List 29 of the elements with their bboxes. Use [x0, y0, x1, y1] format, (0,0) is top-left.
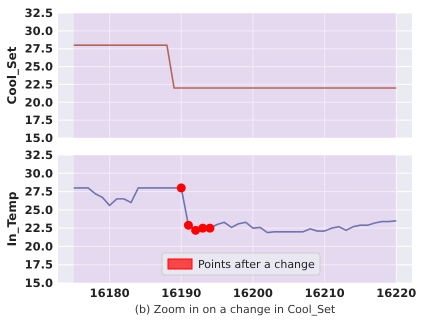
y-tick-label: 20.0 — [24, 95, 53, 110]
y-tick-label: 30.0 — [24, 24, 53, 38]
legend-label: Points after a change — [198, 258, 316, 271]
y-tick-label: 15.0 — [24, 131, 53, 146]
y-axis-title: In_Temp — [5, 191, 19, 246]
y-tick-label: 22.5 — [24, 77, 53, 92]
y-tick-label: 32.5 — [24, 148, 53, 162]
y-tick-label: 30.0 — [24, 166, 53, 180]
x-tick-label: 16200 — [232, 286, 273, 300]
y-tick-label: 20.0 — [24, 239, 53, 254]
y-tick-label: 22.5 — [24, 221, 53, 236]
y-tick-label: 27.5 — [24, 184, 53, 199]
x-tick-label: 16210 — [304, 286, 345, 300]
point — [191, 226, 200, 235]
x-tick-label: 16180 — [90, 286, 130, 300]
y-tick-label: 25.0 — [24, 60, 53, 74]
y-tick-label: 15.0 — [24, 276, 53, 290]
y-axis-title: Cool_Set — [5, 46, 19, 104]
y-tick-label: 17.5 — [24, 113, 53, 128]
point — [205, 224, 214, 233]
point — [184, 220, 193, 230]
y-tick-label: 17.5 — [24, 258, 53, 272]
point — [176, 183, 186, 192]
x-tick-label: 16190 — [161, 286, 202, 300]
y-tick-label: 25.0 — [24, 202, 53, 217]
x-axis-title: (b) Zoom in on a change in Cool_Set — [134, 303, 336, 316]
y-tick-label: 27.5 — [24, 42, 53, 56]
y-tick-label: 32.5 — [24, 6, 53, 20]
x-tick-label: 16220 — [376, 286, 416, 300]
